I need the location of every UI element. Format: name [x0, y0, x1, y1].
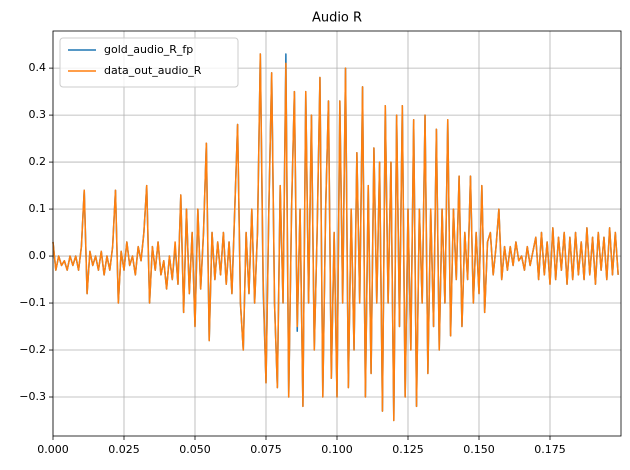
x-tick-label: 0.000 [37, 443, 69, 456]
x-tick-label: 0.025 [108, 443, 140, 456]
x-tick-label: 0.100 [321, 443, 353, 456]
x-tick-label: 0.175 [534, 443, 566, 456]
data-line [52, 53, 619, 422]
x-tick-label: 0.075 [250, 443, 282, 456]
legend-box [59, 37, 239, 88]
y-tick-label: 0.1 [29, 202, 47, 215]
ticks: 0.000 0.025 0.050 0.075 0.100 0.125 0.150 0.175… [19, 61, 565, 456]
y-tick-label: 0.3 [29, 108, 47, 121]
y-tick-label: −0.2 [19, 343, 46, 356]
x-tick-label: 0.150 [463, 443, 495, 456]
y-tick-label: −0.3 [19, 390, 46, 403]
plot-lines [52, 53, 619, 422]
y-tick-label: 0.4 [29, 61, 47, 74]
y-tick-label: −0.1 [19, 296, 46, 309]
x-tick-label: 0.125 [392, 443, 424, 456]
y-tick-label: 0.0 [29, 249, 47, 262]
legend-label: gold_audio_R_fp [104, 43, 193, 56]
chart-title: Audio R [312, 11, 362, 26]
legend: gold_audio_R_fp data_out_audio_R [59, 37, 239, 88]
y-tick-label: 0.2 [29, 155, 47, 168]
data-line [52, 53, 619, 422]
x-tick-label: 0.050 [179, 443, 211, 456]
legend-label: data_out_audio_R [104, 64, 202, 77]
